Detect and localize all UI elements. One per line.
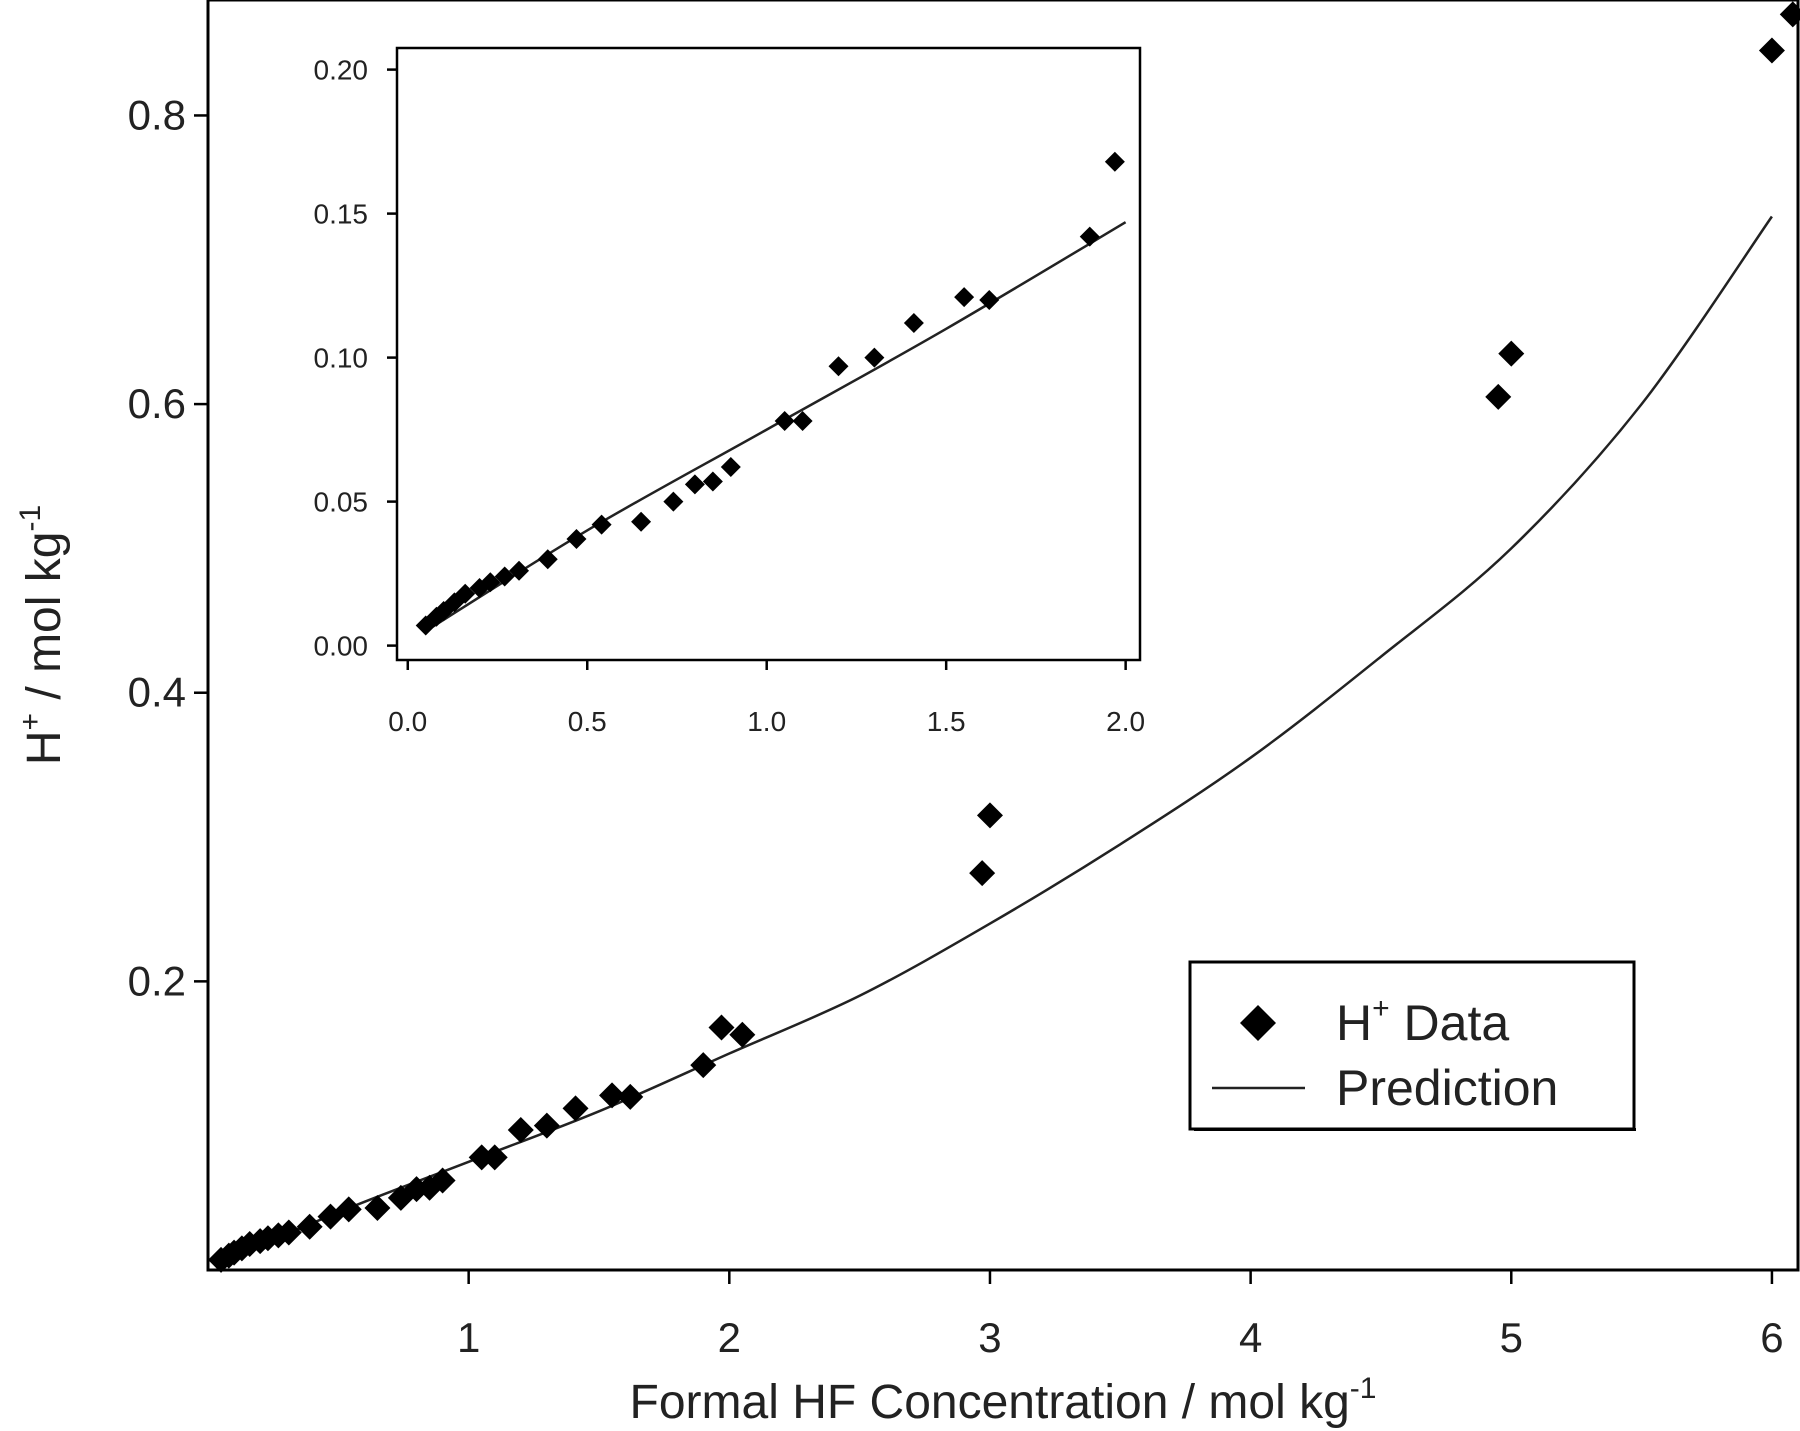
x-axis-label-sup: -1 [1350,1372,1377,1405]
x-axis-label: Formal HF Concentration / mol kg-1 [630,1372,1377,1429]
main-data-point [507,1117,534,1144]
main-x-tick-label: 4 [1239,1314,1262,1361]
main-x-tick-label: 6 [1760,1314,1783,1361]
inset-x-tick-label: 2.0 [1106,706,1145,737]
main-data-point [468,1144,495,1171]
main-data-point [690,1052,717,1079]
main-data-point [1758,37,1785,64]
inset-x-tick-label: 1.0 [747,706,786,737]
inset-data-point [480,572,501,593]
inset-data-point [903,313,924,334]
inset-x-tick-label: 1.5 [927,706,966,737]
y-axis-label-plus: + [14,713,47,731]
inset-data-point [864,347,885,368]
main-data-point [1498,340,1525,367]
inset-plot: 0.0 0.5 1.0 1.5 2.0 0.00 0.05 0.10 0.15 0.20 [314,46,1146,737]
x-axis-label-text: Formal HF Concentration / mol kg [630,1376,1350,1429]
main-data-point [364,1194,391,1221]
inset-data-point [663,491,684,512]
inset-data-point [792,410,813,431]
main-data-point [599,1082,626,1109]
main-data-point [296,1213,323,1240]
main-data-point [1485,383,1512,410]
y-axis-label-h: H [18,730,71,765]
legend-data-sup: + [1372,992,1390,1025]
main-data-points [208,1,1800,1273]
inset-plot-frame [395,46,1142,662]
inset-x-tick-label: 0.5 [568,706,607,737]
main-data-point [708,1014,735,1041]
inset-y-tick-label: 0.15 [314,199,369,230]
main-x-tick-label: 5 [1500,1314,1523,1361]
inset-data-point [494,566,515,587]
inset-data-point [774,410,795,431]
inset-data-point [591,514,612,535]
main-data-point [481,1144,508,1171]
inset-data-point [509,560,530,581]
inset-y-tick-label: 0.20 [314,55,369,86]
main-data-point [335,1196,362,1223]
inset-data-point [455,583,476,604]
y-axis-label-units: / mol kg [18,532,71,713]
main-plot: 1 2 3 4 5 6 0.2 0.4 0.6 0.8 [128,0,1800,1361]
main-data-point [533,1112,560,1139]
main-plot-frame [206,0,1800,1272]
inset-data-point [702,471,723,492]
main-data-point [969,860,996,887]
main-y-tick-label: 0.6 [128,380,186,427]
legend-box-shadow [1194,1128,1636,1131]
inset-data-point [631,511,652,532]
y-axis-label: H+ / mol kg-1 [14,505,71,765]
inset-data-point [979,290,1000,310]
inset-data-points [415,151,1125,636]
inset-data-point [1104,151,1125,172]
main-y-tick-label: 0.8 [128,91,186,138]
inset-ticks: 0.0 0.5 1.0 1.5 2.0 0.00 0.05 0.10 0.15 0.20 [314,55,1146,737]
legend-data-h: H [1336,995,1372,1051]
main-data-point [562,1095,589,1122]
inset-data-point [720,457,741,478]
inset-data-point [537,549,558,570]
legend: H+ Data Prediction [1188,960,1636,1131]
inset-data-point [828,356,849,377]
inset-x-tick-label: 0.0 [388,706,427,737]
legend-data-label: H+ Data [1336,992,1509,1051]
main-data-point [275,1219,302,1246]
main-x-tick-label: 3 [978,1314,1001,1361]
inset-data-point [684,474,705,495]
inset-y-tick-label: 0.05 [314,487,369,518]
main-data-point [976,802,1003,829]
inset-prediction-line [425,221,1127,633]
legend-prediction-label: Prediction [1336,1060,1558,1116]
main-data-point [729,1021,756,1048]
inset-data-point [1079,226,1100,247]
main-data-point [617,1083,644,1110]
inset-y-tick-label: 0.10 [314,343,369,374]
main-y-tick-label: 0.2 [128,957,186,1004]
main-data-point [1779,1,1800,28]
y-axis-label-units-sup: -1 [14,505,47,532]
main-ticks: 1 2 3 4 5 6 0.2 0.4 0.6 0.8 [128,91,1784,1361]
main-y-tick-label: 0.4 [128,669,186,716]
main-data-point [429,1167,456,1194]
main-x-tick-label: 1 [457,1314,480,1361]
inset-y-tick-label: 0.00 [314,631,369,662]
inset-data-point [566,529,587,550]
legend-data-suffix: Data [1390,995,1510,1051]
legend-data-marker [1240,1005,1276,1041]
main-x-tick-label: 2 [718,1314,741,1361]
inset-data-point [954,287,975,308]
